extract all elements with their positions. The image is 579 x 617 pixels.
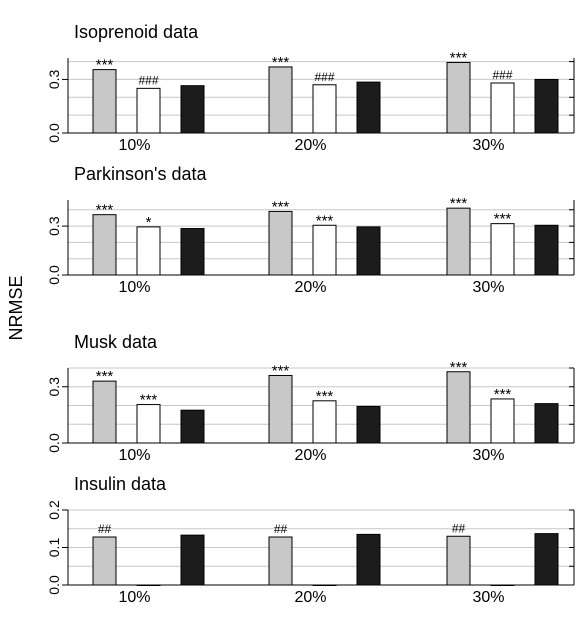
panel-2: Parkinson's data0.00.3****10%******20%**… bbox=[46, 164, 575, 296]
x-category-label: 30% bbox=[472, 137, 504, 154]
significance-mark: ## bbox=[98, 522, 112, 536]
x-category-label: 30% bbox=[472, 447, 504, 464]
bar bbox=[268, 375, 293, 444]
bar bbox=[490, 398, 515, 444]
x-category-label: 20% bbox=[294, 589, 326, 606]
bar bbox=[180, 409, 205, 444]
significance-mark: *** bbox=[450, 359, 468, 376]
bar bbox=[136, 226, 161, 276]
bar bbox=[92, 69, 117, 134]
bar bbox=[534, 224, 559, 276]
y-tick-label: 0.2 bbox=[46, 500, 62, 520]
significance-mark: *** bbox=[316, 388, 334, 405]
panel-title: Insulin data bbox=[74, 474, 167, 494]
y-tick-label: 0.3 bbox=[46, 69, 62, 89]
panel-title: Musk data bbox=[74, 332, 158, 352]
y-tick-label: 0.0 bbox=[46, 265, 62, 285]
bar bbox=[136, 584, 161, 586]
y-axis-label: NRMSE bbox=[6, 275, 26, 340]
chart-panels: Isoprenoid data 0.0 0.3 *** ### 10% *** ### 20% *… bbox=[46, 22, 575, 606]
bar bbox=[268, 536, 293, 586]
panel-title: Parkinson's data bbox=[74, 164, 208, 184]
x-category-label: 10% bbox=[118, 137, 150, 154]
significance-mark: *** bbox=[272, 54, 290, 71]
panel-title: Isoprenoid data bbox=[74, 22, 199, 42]
x-category-label: 20% bbox=[294, 137, 326, 154]
x-category-label: 10% bbox=[118, 279, 150, 296]
bar bbox=[490, 223, 515, 276]
significance-mark: ### bbox=[138, 73, 158, 87]
significance-mark: *** bbox=[494, 211, 512, 228]
bar bbox=[534, 78, 559, 134]
significance-mark: *** bbox=[96, 202, 114, 219]
significance-mark: *** bbox=[272, 363, 290, 380]
significance-mark: *** bbox=[272, 198, 290, 215]
significance-mark: *** bbox=[140, 392, 158, 409]
y-tick-label: 0.0 bbox=[46, 575, 62, 595]
bar bbox=[268, 66, 293, 134]
bar bbox=[490, 82, 515, 134]
y-tick-label: 0.3 bbox=[46, 377, 62, 397]
significance-mark: ### bbox=[314, 70, 334, 84]
bar bbox=[92, 380, 117, 444]
x-category-label: 10% bbox=[118, 447, 150, 464]
y-tick-label: 0.0 bbox=[46, 433, 62, 453]
bar bbox=[490, 584, 515, 586]
bar bbox=[92, 214, 117, 276]
bar bbox=[534, 403, 559, 444]
significance-mark: ### bbox=[492, 68, 512, 82]
bar bbox=[136, 404, 161, 444]
significance-mark: *** bbox=[450, 195, 468, 212]
bar bbox=[446, 61, 471, 134]
significance-mark: *** bbox=[96, 368, 114, 385]
bar bbox=[446, 371, 471, 444]
bar bbox=[312, 224, 337, 276]
bar bbox=[92, 536, 117, 586]
significance-mark: *** bbox=[450, 49, 468, 66]
panel-1: Isoprenoid data 0.0 0.3 *** ### 10% *** ### 20% *… bbox=[46, 22, 575, 154]
panel-3: Musk data 0.0 0.3 *** *** 10% *** *** 20% *** *** 3… bbox=[46, 332, 575, 464]
bar bbox=[180, 85, 205, 134]
bar bbox=[446, 207, 471, 276]
significance-mark: * bbox=[146, 214, 152, 231]
bar bbox=[356, 226, 381, 276]
bar bbox=[312, 584, 337, 586]
significance-mark: *** bbox=[96, 57, 114, 74]
x-category-label: 20% bbox=[294, 279, 326, 296]
significance-mark: ## bbox=[452, 521, 466, 535]
bar bbox=[356, 81, 381, 134]
x-category-label: 20% bbox=[294, 447, 326, 464]
bar bbox=[312, 400, 337, 444]
bar bbox=[268, 210, 293, 276]
bar bbox=[180, 534, 205, 586]
significance-mark: *** bbox=[316, 212, 334, 229]
bar bbox=[136, 87, 161, 134]
y-tick-label: 0.1 bbox=[46, 538, 62, 558]
bar bbox=[180, 228, 205, 276]
y-tick-label: 0.0 bbox=[46, 123, 62, 143]
significance-mark: *** bbox=[494, 386, 512, 403]
x-category-label: 30% bbox=[472, 589, 504, 606]
y-tick-label: 0.3 bbox=[46, 216, 62, 236]
bar bbox=[446, 535, 471, 586]
bar bbox=[356, 533, 381, 586]
bar bbox=[356, 405, 381, 444]
x-category-label: 30% bbox=[472, 279, 504, 296]
bar bbox=[312, 84, 337, 134]
bar bbox=[534, 533, 559, 586]
panel-4: Insulin data 0.0 0.1 0.2 ## 10% ## 20% ## 30% bbox=[46, 474, 575, 606]
x-category-label: 10% bbox=[118, 589, 150, 606]
significance-mark: ## bbox=[274, 522, 288, 536]
